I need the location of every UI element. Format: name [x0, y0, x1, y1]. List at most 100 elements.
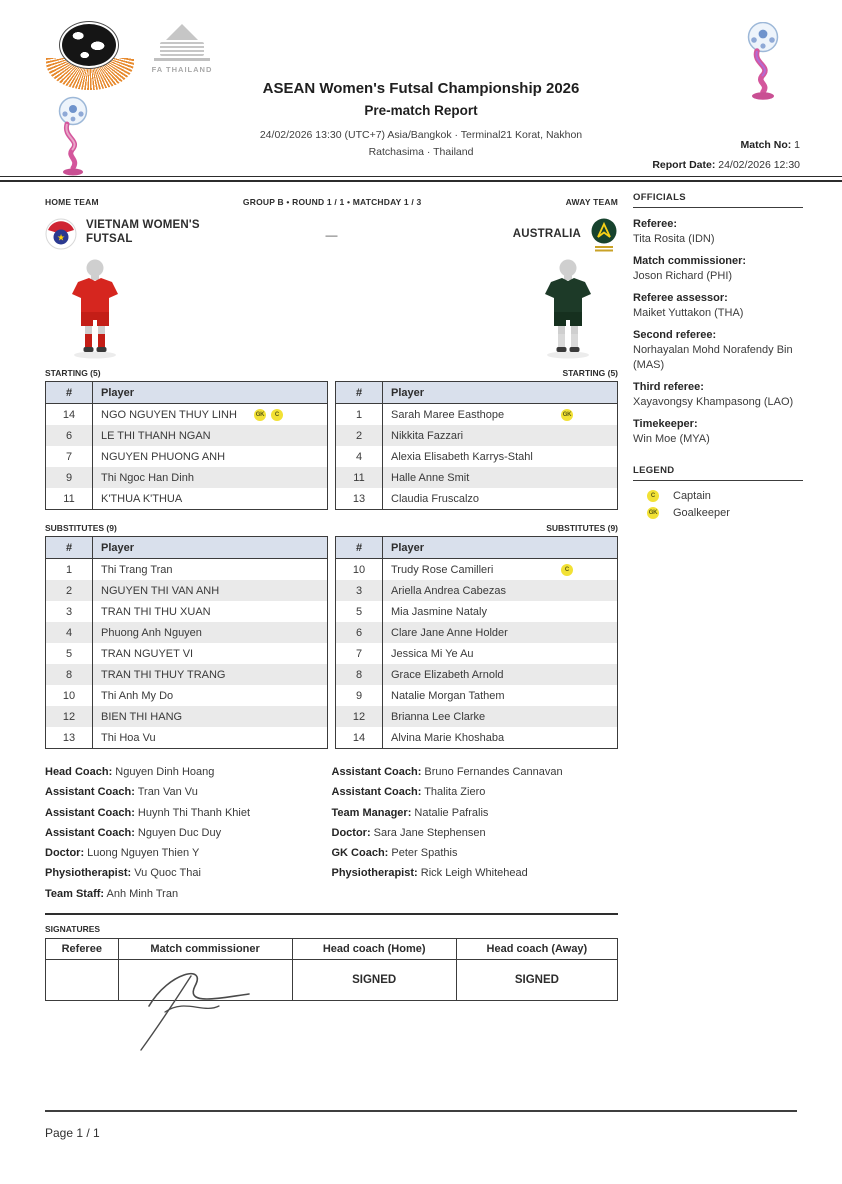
player-name: Halle Anne Smit: [391, 471, 470, 484]
player-number: 9: [335, 685, 383, 706]
table-row: 2 NGUYEN THI VAN ANH: [45, 580, 328, 601]
player-name: Thi Hoa Vu: [101, 731, 156, 744]
official-name: Tita Rosita (IDN): [633, 233, 715, 245]
staff-role-label: GK Coach:: [331, 847, 389, 860]
goalkeeper-badge: GK: [647, 507, 659, 519]
player-name: Thi Trang Tran: [101, 563, 173, 576]
away-kit: [545, 259, 591, 359]
player-name: Thi Anh My Do: [101, 689, 174, 702]
player-name-cell: Trudy Rose Camilleri C: [383, 559, 618, 581]
player-name: Claudia Fruscalzo: [391, 492, 480, 505]
championship-trophy-logo: [747, 22, 779, 100]
column-number: #: [335, 381, 383, 404]
away-team-label: AWAY TEAM: [565, 197, 618, 207]
player-number: 1: [335, 403, 383, 425]
table-row: 1 Sarah Maree Easthope GK: [335, 403, 618, 426]
home-substitutes-table: # Player 1 Thi Trang Tran 2 NGUYEN THI VAN …: [45, 536, 328, 749]
official-role-label: Referee:: [633, 218, 678, 230]
player-number: 2: [335, 425, 383, 446]
player-name: Alvina Marie Khoshaba: [391, 731, 505, 744]
official-role-label: Second referee:: [633, 329, 717, 341]
player-name: Jessica Mi Ye Au: [391, 647, 474, 660]
player-number: 6: [335, 622, 383, 643]
starting-home-label: STARTING (5): [45, 368, 101, 378]
official-entry: Match commissioner: Joson Richard (PHI): [633, 254, 803, 284]
subs-away-label: SUBSTITUTES (9): [546, 523, 618, 533]
away-team-block: AUSTRALIA: [418, 218, 618, 254]
staff-line: Assistant Coach: Bruno Fernandes Cannava…: [331, 766, 563, 778]
home-team-label: HOME TEAM: [45, 197, 99, 207]
staff-role-label: Team Staff:: [45, 887, 105, 900]
captain-badge: C: [271, 408, 283, 421]
staff-line: Team Manager: Natalie Pafralis: [331, 806, 489, 819]
table-row: 5 Mia Jasmine Nataly: [335, 601, 618, 622]
player-number: 12: [335, 706, 383, 727]
table-row: 9 Natalie Morgan Tathem: [335, 685, 618, 706]
official-entry: Second referee: Norhayalan Mohd Norafendy…: [633, 328, 803, 373]
official-entry: Referee assessor: Maiket Yuttakon (THA): [633, 291, 803, 321]
aff-logo-globe: [62, 24, 116, 66]
footer-divider: [45, 1110, 797, 1112]
player-name: K'THUA K'THUA: [101, 492, 183, 505]
player-name-cell: Ariella Andrea Cabezas: [382, 580, 618, 601]
staff-line: Assistant Coach: Nguyen Duc Duy: [45, 826, 222, 839]
staff-role-label: Doctor:: [45, 847, 85, 860]
player-name-cell: NGO NGUYEN THUY LINH GK C: [93, 404, 328, 426]
officials-section: OFFICIALS Referee: Tita Rosita (IDN) Match…: [633, 192, 803, 524]
match-number: Match No: 1: [740, 139, 800, 151]
player-name: Clare Jane Anne Holder: [391, 626, 508, 639]
player-name-cell: Phuong Anh Nguyen: [92, 622, 328, 643]
home-team-name: VIETNAM WOMEN'S FUTSAL: [86, 219, 200, 245]
player-name-cell: K'THUA K'THUA: [93, 488, 328, 510]
match-main-section: HOME TEAM GROUP B • ROUND 1 / 1 • MATCHD…: [45, 197, 619, 1051]
signature-mark: [139, 972, 250, 1051]
player-name: TRAN NGUYET VI: [101, 647, 194, 660]
table-row: 7 Jessica Mi Ye Au: [335, 643, 618, 664]
goalkeeper-badge: GK: [254, 408, 266, 421]
player-name-cell: Halle Anne Smit: [382, 467, 618, 488]
player-name-cell: BIEN THI HANG: [92, 706, 328, 727]
captain-badge: C: [561, 563, 573, 576]
table-row: 13 Claudia Fruscalzo: [335, 488, 618, 510]
vietnam-crest-icon: ★: [45, 218, 77, 250]
column-number: #: [335, 536, 383, 559]
player-number: 11: [45, 488, 93, 510]
signature-column-home-coach: Head coach (Home): [291, 938, 457, 961]
player-name: TRAN THI THUY TRANG: [101, 668, 226, 681]
player-name-cell: NGUYEN PHUONG ANH: [93, 446, 328, 467]
official-name: Xayavongsy Khampasong (LAO): [633, 396, 794, 408]
report-title: ASEAN Women's Futsal Championship 2026: [262, 80, 580, 97]
legend-label: Goalkeeper: [673, 507, 730, 519]
staff-role-label: Physiotherapist:: [331, 867, 418, 880]
staff-line: Physiotherapist: Vu Quoc Thai: [45, 867, 201, 880]
table-row: 6 Clare Jane Anne Holder: [335, 622, 618, 643]
player-name-cell: Sarah Maree Easthope GK: [383, 404, 618, 426]
official-role-label: Third referee:: [633, 381, 704, 393]
table-row: 3 Ariella Andrea Cabezas: [335, 580, 618, 601]
player-number: 14: [45, 403, 93, 425]
header-divider: [0, 176, 842, 182]
official-role-label: Match commissioner:: [633, 255, 747, 267]
staff-line: Team Staff: Anh Minh Tran: [45, 887, 179, 900]
group-round-matchday: GROUP B • ROUND 1 / 1 • MATCHDAY 1 / 3: [242, 197, 422, 207]
player-number: 6: [45, 425, 93, 446]
player-name-cell: Thi Trang Tran: [93, 559, 328, 581]
staff-line: Assistant Coach: Thalita Ziero: [331, 786, 486, 799]
player-name-cell: Claudia Fruscalzo: [383, 488, 618, 510]
table-row: 8 TRAN THI THUY TRANG: [45, 664, 328, 685]
player-name: Trudy Rose Camilleri: [391, 563, 494, 576]
staff-line: Doctor: Sara Jane Stephensen: [331, 826, 486, 839]
player-name: Phuong Anh Nguyen: [101, 626, 202, 639]
player-name: Mia Jasmine Nataly: [391, 605, 487, 618]
page-number: Page 1 / 1: [45, 1126, 100, 1140]
legend-title: LEGEND: [633, 465, 803, 481]
table-row: 11 K'THUA K'THUA: [45, 488, 328, 510]
player-name-cell: Grace Elizabeth Arnold: [382, 664, 618, 685]
player-number: 5: [45, 643, 93, 664]
staff-role-label: Assistant Coach:: [45, 826, 135, 839]
player-number: 11: [335, 467, 383, 488]
commissioner-signature-cell: [117, 959, 293, 1051]
player-name-cell: Thi Ngoc Han Dinh: [92, 467, 328, 488]
player-number: 8: [335, 664, 383, 685]
table-row: 1 Thi Trang Tran: [45, 558, 328, 581]
